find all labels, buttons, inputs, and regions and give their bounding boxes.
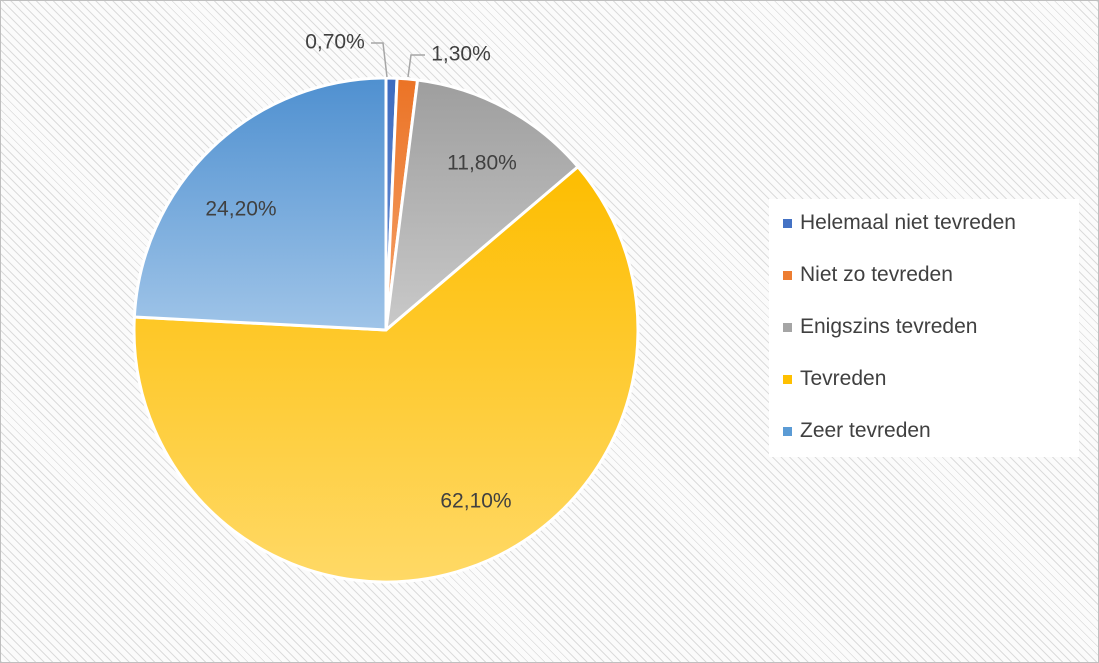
legend-item-3: Enigszins tevreden xyxy=(783,315,977,339)
legend-swatch-4 xyxy=(783,374,792,384)
legend-item-1: Helemaal niet tevreden xyxy=(783,211,1016,235)
leader-line-2 xyxy=(407,54,425,78)
legend-label-1: Helemaal niet tevreden xyxy=(800,211,1016,234)
legend-swatch-5 xyxy=(783,426,792,436)
legend-swatch-2 xyxy=(783,270,792,280)
data-label-2: 1,30% xyxy=(431,43,491,66)
pie-slice-3 xyxy=(384,78,580,332)
data-label-5: 24,20% xyxy=(205,198,276,221)
data-label-4: 62,10% xyxy=(440,490,511,513)
legend-label-2: Niet zo tevreden xyxy=(800,263,953,286)
legend-item-4: Tevreden xyxy=(783,367,886,391)
legend-swatch-3 xyxy=(783,322,792,332)
pie-slice-5 xyxy=(132,76,388,332)
legend-label-5: Zeer tevreden xyxy=(800,419,931,442)
leader-line-1 xyxy=(371,42,388,78)
data-label-1: 0,70% xyxy=(305,31,365,54)
legend: Helemaal niet tevreden Niet zo tevreden En… xyxy=(769,199,1079,457)
legend-label-3: Enigszins tevreden xyxy=(800,315,978,338)
legend-item-5: Zeer tevreden xyxy=(783,419,931,443)
legend-item-2: Niet zo tevreden xyxy=(783,263,953,287)
legend-swatch-1 xyxy=(783,218,792,228)
legend-label-4: Tevreden xyxy=(800,367,887,390)
data-label-3: 11,80% xyxy=(447,152,517,175)
pie-slice-4 xyxy=(132,165,640,584)
